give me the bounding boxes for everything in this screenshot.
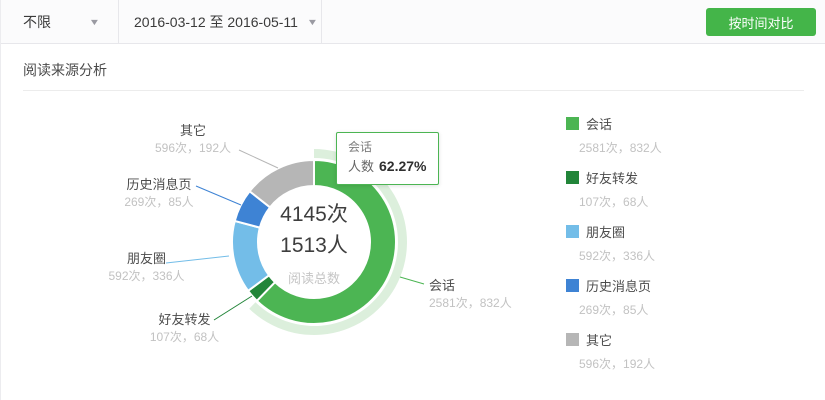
legend-value: 592次，336人	[579, 249, 656, 263]
callout-value: 269次，85人	[124, 195, 194, 209]
donut-chart[interactable]	[141, 105, 471, 375]
tooltip-series: 会话	[348, 140, 373, 154]
callout-history-page: 历史消息页 269次，85人	[111, 176, 207, 211]
chevron-down-icon: ▼	[306, 17, 319, 27]
date-range-dropdown[interactable]: 2016-03-12 至 2016-05-11 ▼	[134, 0, 319, 44]
legend-swatch	[566, 279, 579, 292]
chart-tooltip: 会话 人数 62.27%	[336, 132, 439, 185]
date-range-label: 2016-03-12 至 2016-05-11	[134, 14, 298, 30]
highlight-halo-arc	[249, 149, 407, 335]
filter-dropdown[interactable]: 不限 ▼	[23, 0, 101, 44]
chevron-down-icon: ▼	[88, 17, 101, 27]
total-times: 4145次	[280, 203, 348, 226]
total-caption: 阅读总数	[287, 271, 340, 286]
callout-value: 596次，192人	[154, 141, 232, 155]
topbar: 不限 ▼ 2016-03-12 至 2016-05-11 ▼ 按时间对比	[1, 0, 825, 44]
legend-value: 2581次，832人	[579, 141, 662, 155]
legend-item-other: 其它 596次，192人	[566, 330, 786, 372]
callout-conversation: 会话 2581次，832人	[429, 277, 549, 312]
donut-segments[interactable]	[231, 158, 397, 325]
legend-value: 107次，68人	[579, 195, 649, 209]
tooltip-percent: 62.27%	[379, 158, 427, 174]
legend-value: 596次，192人	[579, 357, 656, 371]
legend-item-friend-share: 好友转发 107次，68人	[566, 168, 786, 210]
callout-label: 其它	[179, 123, 206, 138]
donut-center-total: 4145次 1513人 阅读总数	[234, 199, 394, 287]
legend-item-history-page: 历史消息页 269次，85人	[566, 276, 786, 318]
callout-other: 其它 596次，192人	[147, 122, 239, 157]
callout-moments: 朋友圈 592次，336人	[99, 250, 194, 285]
legend-label: 历史消息页	[586, 279, 652, 294]
legend-swatch	[566, 225, 579, 238]
highlight-halo	[249, 149, 407, 335]
legend-item-moments: 朋友圈 592次，336人	[566, 222, 786, 264]
section-title: 阅读来源分析	[23, 62, 107, 78]
legend-label: 好友转发	[586, 171, 639, 186]
legend-label: 其它	[586, 333, 613, 348]
callout-label: 朋友圈	[126, 251, 166, 266]
tooltip-metric-label: 人数	[348, 159, 375, 174]
leader-lines	[165, 149, 425, 321]
filter-label: 不限	[23, 14, 51, 30]
legend-item-conversation: 会话 2581次，832人	[566, 114, 786, 156]
legend-value: 269次，85人	[579, 303, 649, 317]
compare-by-time-button[interactable]: 按时间对比	[706, 8, 816, 36]
total-people: 1513人	[280, 234, 348, 257]
legend-swatch	[566, 333, 579, 346]
callout-value: 2581次，832人	[429, 296, 512, 310]
callout-label: 历史消息页	[126, 177, 192, 192]
legend-swatch	[566, 117, 579, 130]
callout-value: 592次，336人	[108, 269, 185, 283]
callout-label: 好友转发	[158, 312, 211, 327]
legend-swatch	[566, 171, 579, 184]
legend-label: 会话	[586, 117, 613, 132]
legend-label: 朋友圈	[586, 225, 626, 240]
topbar-separator	[321, 0, 322, 44]
donut-segment-其它[interactable]	[248, 158, 315, 209]
callout-label: 会话	[429, 278, 456, 293]
callout-friend-share: 好友转发 107次，68人	[137, 311, 232, 346]
topbar-separator	[118, 0, 119, 44]
callout-value: 107次，68人	[149, 330, 220, 344]
donut-segment-会话[interactable]	[255, 158, 397, 325]
tooltip-metric-row: 人数 62.27%	[348, 157, 427, 176]
section-divider	[23, 90, 804, 91]
